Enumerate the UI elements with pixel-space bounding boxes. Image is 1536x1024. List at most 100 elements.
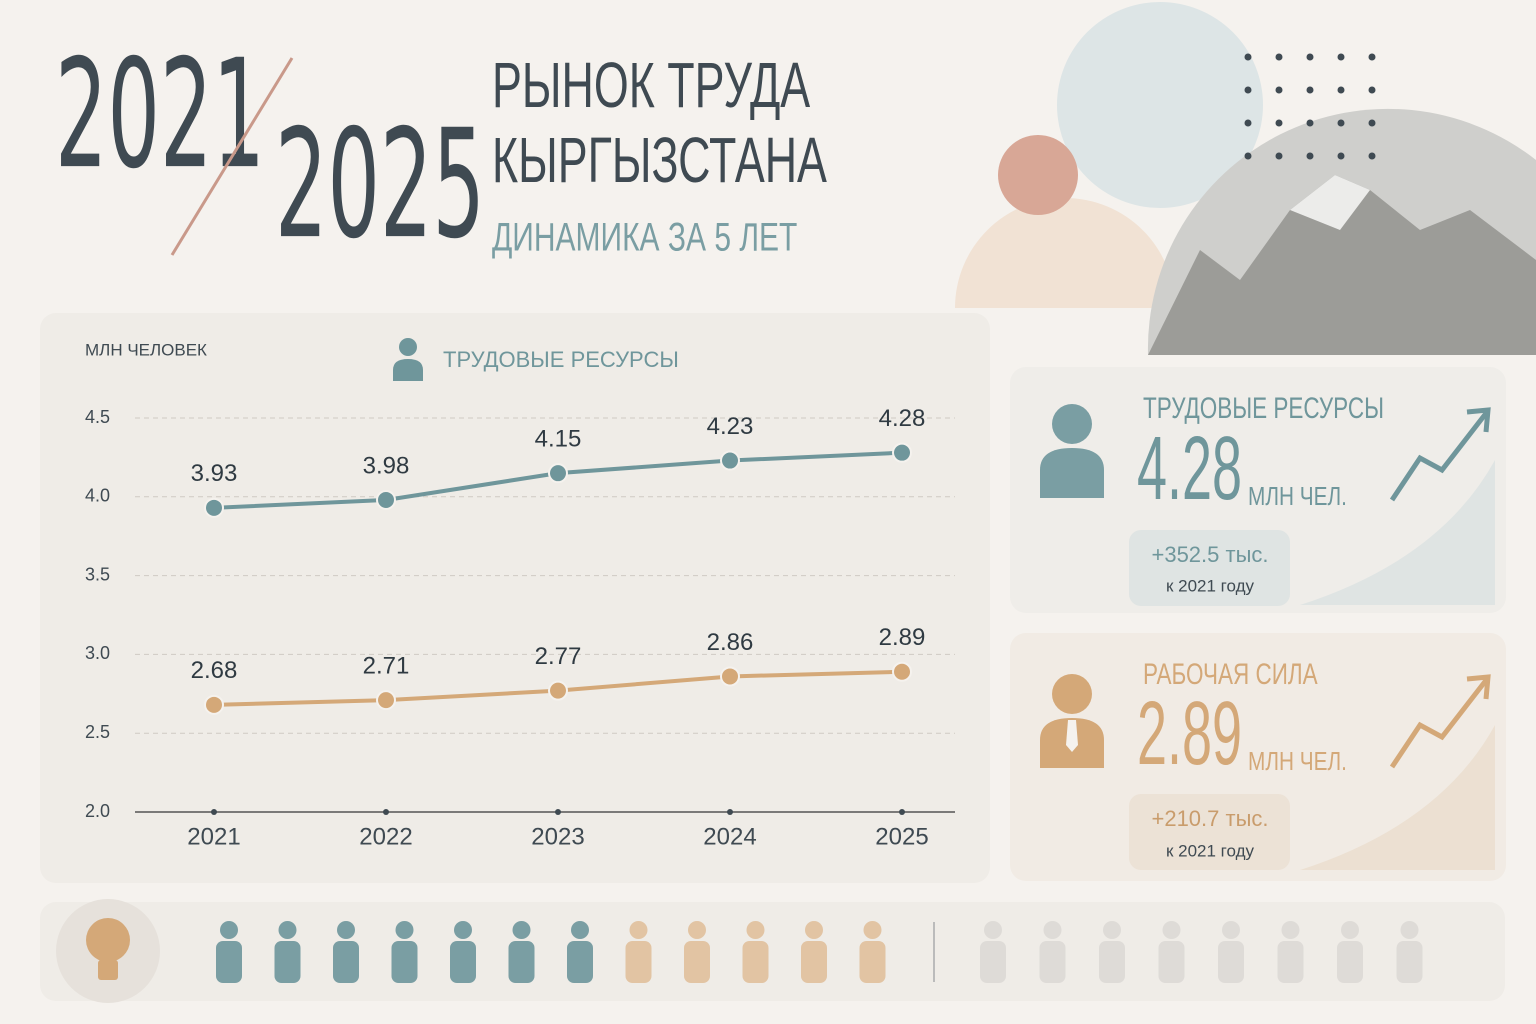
dot <box>1306 53 1314 61</box>
deco-semicircle <box>955 198 1175 308</box>
card-value: 4.28 <box>1137 418 1242 519</box>
person <box>512 921 531 939</box>
trend-arrow <box>1466 407 1491 433</box>
data-label: 4.23 <box>707 413 754 440</box>
data-label: 3.93 <box>191 460 238 487</box>
person <box>1039 941 1066 983</box>
person <box>274 941 301 983</box>
person <box>625 941 652 983</box>
x-tick-label: 2024 <box>703 823 756 850</box>
dot <box>1244 53 1252 61</box>
person <box>454 921 472 939</box>
legend-label: ТРУДОВЫЕ РЕСУРСЫ <box>443 347 679 372</box>
data-label: 2.86 <box>707 629 754 656</box>
person <box>1396 941 1423 983</box>
dot <box>1244 152 1252 160</box>
person <box>1222 921 1240 939</box>
card-wave <box>1300 460 1495 605</box>
change-pill <box>1129 794 1290 870</box>
mountains <box>1148 175 1536 355</box>
y-axis-label: МЛН ЧЕЛОВЕК <box>85 340 207 359</box>
trend-arrow <box>1389 410 1489 502</box>
bulb-icon <box>98 960 118 980</box>
data-point <box>376 690 396 711</box>
x-tick-label: 2021 <box>187 823 240 850</box>
data-point <box>204 497 224 518</box>
data-label: 4.15 <box>535 426 582 453</box>
person <box>742 941 769 983</box>
dot <box>1244 86 1252 94</box>
dot <box>1368 53 1376 61</box>
x-tick <box>555 809 561 815</box>
dot <box>1368 152 1376 160</box>
x-tick-label: 2023 <box>531 823 584 850</box>
bulb-icon <box>86 918 130 962</box>
title: КЫРГЫЗСТАНА <box>492 124 827 196</box>
x-tick <box>383 809 389 815</box>
data-label: 2.89 <box>879 624 926 651</box>
person <box>1162 921 1181 939</box>
y-tick-label: 2.5 <box>85 722 110 742</box>
chart: 2.0 2.5 3.0 3.5 4.0 4.5 2021 2022 2023 2024 2025 3.… <box>85 338 955 850</box>
data-point <box>204 694 224 715</box>
dot <box>1275 119 1283 127</box>
card-change: +210.7 тыс. <box>1151 806 1268 831</box>
person-icon <box>1052 674 1092 714</box>
data-label: 2.71 <box>363 652 410 679</box>
y-tick-label: 4.0 <box>85 486 110 506</box>
card-value: 2.89 <box>1137 683 1242 784</box>
data-label: 3.98 <box>363 452 410 479</box>
dot <box>1306 86 1314 94</box>
person <box>684 941 710 983</box>
person <box>1218 941 1244 983</box>
divider <box>170 57 294 256</box>
trend-arrow <box>1389 677 1489 769</box>
person <box>1099 941 1125 983</box>
card: ТРУДОВЫЕ РЕСУРСЫ 4.28 МЛН ЧЕЛ. +352.5 ты… <box>1010 367 1506 613</box>
person <box>1281 921 1300 939</box>
y-tick-label: 3.5 <box>85 564 110 584</box>
person <box>1158 941 1185 983</box>
card-note: к 2021 году <box>1166 576 1255 595</box>
data-point <box>720 666 740 687</box>
person <box>1103 921 1121 939</box>
person <box>805 921 823 939</box>
person <box>801 941 827 983</box>
y-tick-label: 4.5 <box>85 407 110 427</box>
data-point <box>548 463 568 484</box>
person <box>688 921 706 939</box>
dot <box>1337 152 1345 160</box>
tie <box>1066 720 1078 752</box>
card-unit: МЛН ЧЕЛ. <box>1248 482 1347 511</box>
dot-grid <box>1244 53 1376 160</box>
card-change: +352.5 тыс. <box>1151 542 1268 567</box>
person <box>1341 921 1359 939</box>
person <box>333 941 359 983</box>
x-tick <box>899 809 905 815</box>
person <box>1277 941 1304 983</box>
person <box>571 921 589 939</box>
dot <box>1275 86 1283 94</box>
person <box>1337 941 1363 983</box>
card-title: ТРУДОВЫЕ РЕСУРСЫ <box>1143 391 1384 425</box>
chart-panel <box>40 313 990 883</box>
dot <box>1306 119 1314 127</box>
person <box>220 921 238 939</box>
dot <box>1244 119 1252 127</box>
data-label: 2.68 <box>191 657 238 684</box>
legend-icon <box>399 338 417 356</box>
dot <box>1275 152 1283 160</box>
legend-icon <box>393 359 423 381</box>
card-title: РАБОЧАЯ СИЛА <box>1143 657 1318 691</box>
deco-circle <box>1057 2 1263 208</box>
data-point <box>892 661 912 682</box>
snow <box>1290 175 1370 230</box>
data-point <box>892 442 912 463</box>
person <box>1043 921 1062 939</box>
person <box>629 921 648 939</box>
data-label: 2.77 <box>535 643 582 670</box>
y-tick-label: 2.0 <box>85 801 110 821</box>
person <box>746 921 765 939</box>
people-icons <box>216 921 1423 983</box>
